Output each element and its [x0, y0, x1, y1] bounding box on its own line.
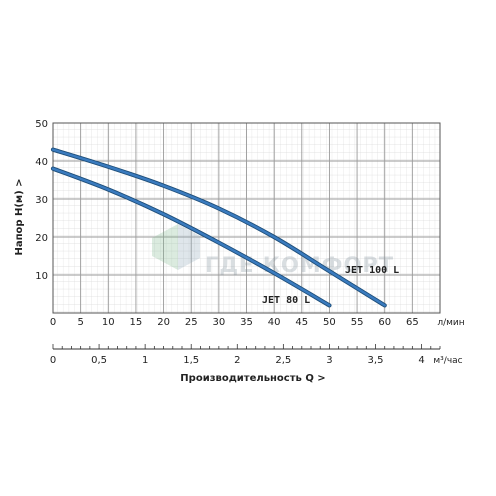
x-flow-tick-label: 65 — [406, 317, 419, 328]
plot-border — [52, 122, 441, 314]
y-tick-label: 30 — [35, 195, 48, 206]
m3h-tick-label: 2 — [234, 355, 240, 366]
series-label-jet-80-l: JET 80 L — [262, 295, 310, 306]
x-axis-label: Производительность Q > — [180, 373, 325, 384]
x-flow-tick-labels: 0 5 10 15 20 25 30 35 40 45 50 55 60 65 — [50, 317, 419, 328]
watermark-text: ГДЕ КОМФОРТ — [205, 253, 394, 277]
x-flow-tick-label: 0 — [50, 317, 56, 328]
m3h-tick-label: 3 — [326, 355, 332, 366]
series-label-jet-100-l: JET 100 L — [345, 265, 399, 276]
x-flow-tick-label: 10 — [102, 317, 115, 328]
m3h-tick-label: 0 — [50, 355, 56, 366]
m3h-tick-label: 4 — [418, 355, 424, 366]
m3h-axis: 0 0,5 1 1,5 2 2,5 3 3,5 4 — [50, 344, 441, 366]
y-tick-label: 10 — [35, 271, 48, 282]
watermark-logo-icon — [152, 224, 178, 270]
series-line-jet-80-l — [51, 167, 331, 307]
m3h-tick-label: 1,5 — [183, 355, 199, 366]
m3h-tick-label: 0,5 — [91, 355, 107, 366]
watermark: ГДЕ КОМФОРТ — [152, 224, 394, 277]
x-flow-unit: л/мин — [437, 318, 464, 328]
x-flow-tick-label: 45 — [295, 317, 308, 328]
series-line-jet-100-l — [51, 148, 386, 307]
y-axis-label: Напор H(м) > — [14, 178, 25, 255]
x-flow-tick-label: 50 — [323, 317, 336, 328]
m3h-tick-label: 3,5 — [368, 355, 384, 366]
x-flow-tick-label: 55 — [351, 317, 364, 328]
y-tick-label: 40 — [35, 157, 48, 168]
y-tick-label: 50 — [35, 119, 48, 130]
y-tick-labels: 10 20 30 40 50 — [35, 119, 48, 282]
x-flow-tick-label: 40 — [268, 317, 281, 328]
x-flow-tick-label: 5 — [77, 317, 83, 328]
x-flow-tick-label: 25 — [185, 317, 198, 328]
m3h-unit: м³/час — [433, 356, 462, 366]
watermark-logo-icon-side — [178, 224, 200, 270]
x-flow-tick-label: 20 — [157, 317, 170, 328]
x-flow-tick-label: 35 — [240, 317, 253, 328]
m3h-tick-label: 1 — [142, 355, 148, 366]
x-flow-tick-label: 30 — [212, 317, 225, 328]
m3h-tick-label: 2,5 — [275, 355, 291, 366]
x-flow-tick-label: 60 — [378, 317, 391, 328]
x-flow-tick-label: 15 — [130, 317, 143, 328]
y-tick-label: 20 — [35, 233, 48, 244]
